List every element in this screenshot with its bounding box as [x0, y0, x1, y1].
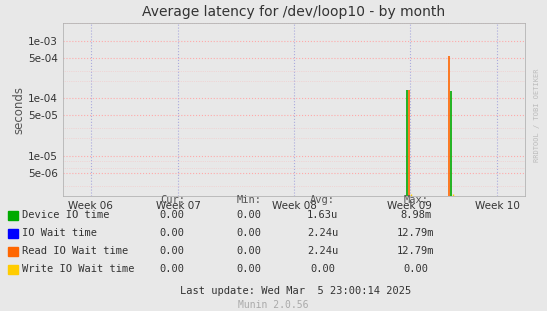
- Text: 8.98m: 8.98m: [400, 210, 432, 220]
- Text: 0.00: 0.00: [310, 264, 335, 274]
- Text: 0.00: 0.00: [160, 246, 185, 256]
- Text: 0.00: 0.00: [160, 210, 185, 220]
- Text: 2.24u: 2.24u: [307, 228, 339, 238]
- Text: Device IO time: Device IO time: [22, 210, 110, 220]
- Text: Last update: Wed Mar  5 23:00:14 2025: Last update: Wed Mar 5 23:00:14 2025: [180, 286, 411, 296]
- Text: 0.00: 0.00: [236, 228, 261, 238]
- Text: Cur:: Cur:: [160, 195, 185, 205]
- Text: 0.00: 0.00: [160, 264, 185, 274]
- Title: Average latency for /dev/loop10 - by month: Average latency for /dev/loop10 - by mon…: [142, 5, 446, 19]
- Text: 0.00: 0.00: [236, 246, 261, 256]
- Text: RRDTOOL / TOBI OETIKER: RRDTOOL / TOBI OETIKER: [534, 68, 540, 162]
- Text: Min:: Min:: [236, 195, 261, 205]
- Text: 0.00: 0.00: [236, 210, 261, 220]
- Text: 0.00: 0.00: [160, 228, 185, 238]
- Text: 12.79m: 12.79m: [397, 228, 434, 238]
- Text: 12.79m: 12.79m: [397, 246, 434, 256]
- Text: 2.24u: 2.24u: [307, 246, 339, 256]
- Text: 0.00: 0.00: [403, 264, 428, 274]
- Text: Avg:: Avg:: [310, 195, 335, 205]
- Text: Munin 2.0.56: Munin 2.0.56: [238, 300, 309, 310]
- Text: 0.00: 0.00: [236, 264, 261, 274]
- Text: IO Wait time: IO Wait time: [22, 228, 97, 238]
- Text: 1.63u: 1.63u: [307, 210, 339, 220]
- Text: Max:: Max:: [403, 195, 428, 205]
- Y-axis label: seconds: seconds: [13, 86, 25, 134]
- Text: Write IO Wait time: Write IO Wait time: [22, 264, 135, 274]
- Text: Read IO Wait time: Read IO Wait time: [22, 246, 129, 256]
